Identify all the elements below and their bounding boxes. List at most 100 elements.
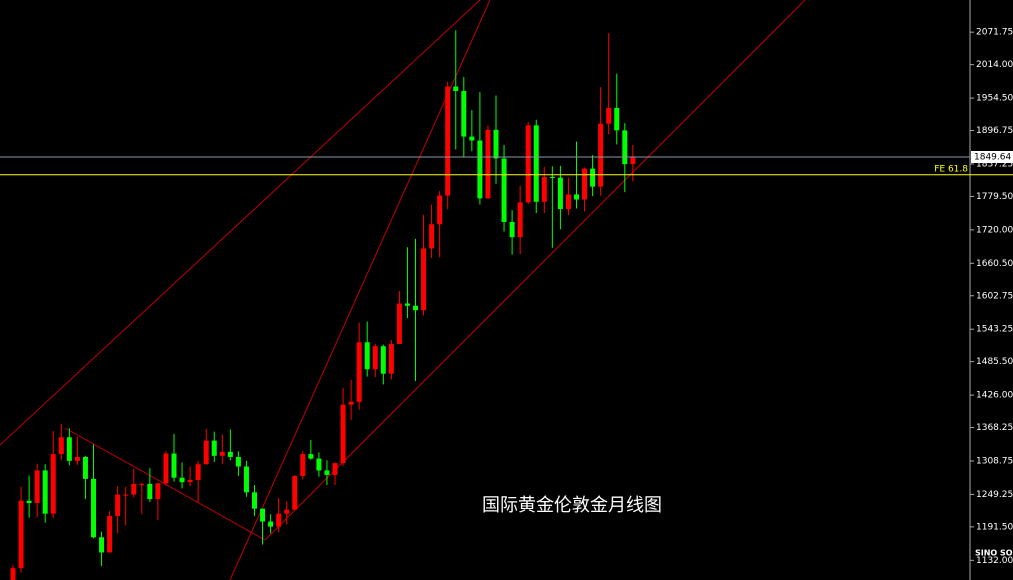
candle-body	[469, 136, 475, 141]
candle-body	[50, 454, 56, 514]
y-tick-label: 1602.75	[976, 291, 1013, 301]
candle-body	[340, 404, 346, 464]
candle-body	[292, 476, 298, 510]
candle-body	[123, 494, 129, 496]
candle-body	[26, 500, 32, 504]
y-tick-label: 2014.00	[976, 60, 1013, 70]
price-label: 1849.64	[974, 153, 1011, 163]
candle-body	[533, 125, 539, 202]
y-tick-label: 2071.75	[976, 28, 1013, 38]
candle-body	[501, 158, 507, 222]
y-tick-label: 1368.25	[976, 423, 1013, 433]
candle-body	[453, 86, 459, 92]
candle-body	[91, 478, 96, 538]
candle-body	[34, 470, 40, 504]
trend-line	[64, 427, 266, 541]
y-tick-label: 1308.75	[976, 456, 1013, 466]
candle-body	[364, 342, 370, 370]
candle-body	[404, 303, 410, 306]
candle-body	[163, 453, 169, 484]
y-tick-label: 1191.50	[976, 522, 1013, 532]
y-tick-label: 1720.00	[976, 225, 1013, 235]
candle-body	[115, 494, 121, 516]
candle-body	[219, 451, 225, 456]
candle-body	[324, 470, 330, 475]
candle-body	[509, 221, 515, 238]
candle-body	[413, 305, 418, 311]
y-tick-label: 1660.50	[976, 259, 1013, 269]
y-tick-label: 1896.75	[976, 126, 1013, 136]
candle-body	[131, 483, 137, 495]
candle-body	[565, 194, 571, 210]
candle-body	[227, 451, 233, 457]
candle-body	[388, 343, 394, 374]
candle-body	[485, 129, 491, 199]
candle-body	[82, 456, 88, 479]
candle-body	[276, 513, 282, 527]
candle-body	[211, 440, 217, 456]
trend-line	[0, 0, 481, 446]
candle-body	[308, 454, 314, 459]
candle-body	[517, 202, 523, 238]
candle-body	[445, 86, 451, 196]
candle-body	[598, 123, 604, 187]
candle-body	[171, 453, 177, 478]
candle-body	[58, 437, 64, 455]
candle-body	[260, 508, 266, 522]
y-tick-label: 1543.25	[976, 325, 1013, 335]
candle-body	[252, 492, 257, 509]
candle-body	[243, 466, 249, 493]
chart-title: 国际黄金伦敦金月线图	[482, 495, 662, 516]
y-tick-label: 1837.25	[976, 159, 1013, 169]
candle-body	[574, 194, 579, 200]
candle-body	[235, 456, 241, 467]
candle-body	[348, 401, 354, 405]
y-tick-label: 1779.50	[976, 192, 1013, 202]
fe-label: FE 61.8	[934, 164, 968, 174]
candle-body	[477, 140, 483, 199]
candle-body	[549, 177, 555, 179]
y-tick-label: 1426.00	[976, 391, 1013, 401]
y-tick-label: 1485.50	[976, 357, 1013, 367]
candle-body	[622, 130, 628, 165]
candle-body	[606, 107, 612, 124]
candle-body	[284, 509, 290, 514]
candle-body	[493, 129, 499, 159]
candle-body	[316, 458, 322, 471]
candle-body	[541, 177, 547, 202]
candle-body	[557, 177, 563, 210]
candle-body	[187, 479, 193, 483]
candle-body	[10, 568, 16, 580]
candle-body	[300, 454, 306, 477]
candle-body	[372, 346, 378, 370]
logo: SINO SOUND	[975, 549, 1013, 558]
candle-body	[380, 346, 386, 374]
candle-body	[525, 125, 531, 203]
candle-body	[332, 463, 338, 475]
candle-body	[42, 470, 48, 514]
candle-body	[582, 168, 588, 200]
candle-body	[630, 156, 636, 165]
candle-body	[155, 483, 161, 500]
candle-body	[195, 464, 201, 480]
candle-body	[107, 515, 113, 553]
candle-body	[203, 440, 209, 465]
candle-body	[437, 195, 443, 225]
candle-body	[268, 521, 274, 527]
y-tick-label: 1954.50	[976, 94, 1013, 104]
y-tick-label: 1249.25	[976, 490, 1013, 500]
candle-body	[147, 483, 153, 500]
candle-body	[74, 456, 80, 461]
candle-body	[18, 500, 24, 569]
candle-body	[139, 483, 145, 485]
candle-body	[356, 342, 362, 402]
price-label-bg	[971, 151, 1013, 164]
candle-body	[461, 91, 467, 137]
candle-body	[99, 537, 105, 553]
candle-body	[421, 248, 427, 311]
trend-line	[264, 0, 806, 541]
candle-body	[66, 437, 72, 461]
candle-body	[179, 477, 185, 483]
